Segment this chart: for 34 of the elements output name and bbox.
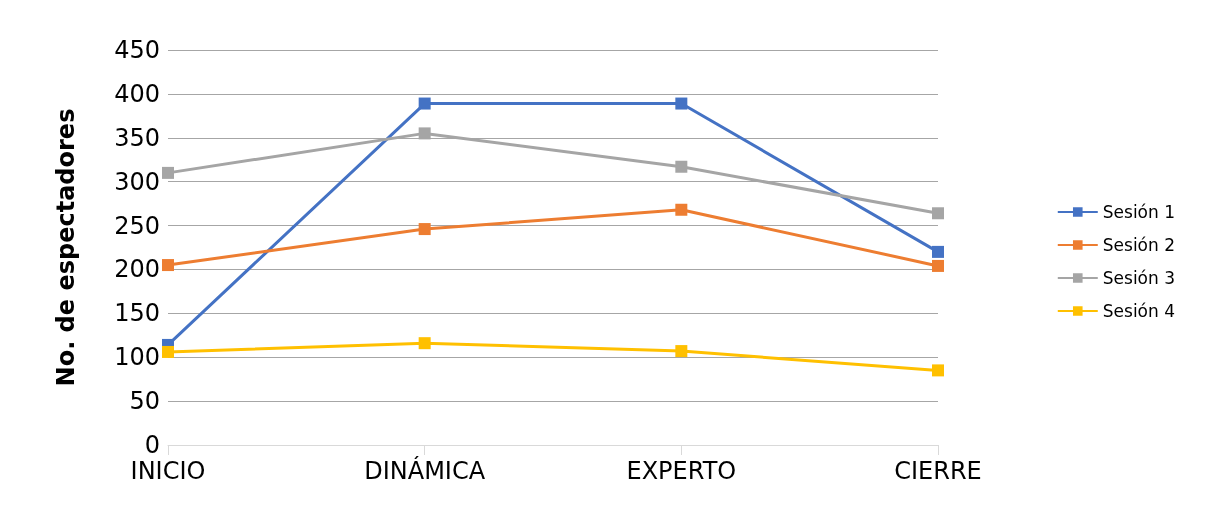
point — [162, 166, 174, 179]
point — [162, 259, 174, 272]
x-tick-label: INICIO — [130, 457, 206, 485]
legend-label: Sesión 4 — [1102, 301, 1176, 321]
point — [418, 97, 431, 110]
point — [932, 259, 944, 272]
point — [932, 245, 944, 258]
point — [675, 97, 688, 110]
point — [932, 207, 944, 220]
y-tick-label: 50 — [129, 387, 160, 416]
legend-label: Sesión 1 — [1102, 202, 1176, 222]
point — [675, 203, 688, 216]
point — [162, 345, 174, 358]
y-tick-label: 100 — [114, 343, 160, 372]
y-tick-label: 0 — [144, 431, 160, 459]
y-tick-label: 400 — [114, 79, 160, 108]
x-tick-label: EXPERTO — [626, 457, 737, 485]
point — [418, 127, 431, 140]
x-tick-label: DINÁMICA — [364, 456, 486, 485]
legend-label: Sesión 2 — [1102, 235, 1176, 255]
y-tick-label: 300 — [114, 167, 160, 196]
point — [675, 345, 688, 358]
y-tick-label: 350 — [114, 123, 160, 152]
y-tick-label: 200 — [114, 255, 160, 284]
point — [418, 337, 431, 350]
point — [932, 364, 944, 377]
legend-label: Sesión 3 — [1102, 268, 1176, 288]
y-tick-label: 150 — [114, 299, 160, 328]
x-tick-label: CIERRE — [894, 457, 982, 485]
y-tick-label: 450 — [114, 36, 160, 64]
y-tick-label: 250 — [114, 211, 160, 240]
point — [675, 160, 688, 173]
point — [418, 223, 431, 236]
y-axis-title: No. de espectadores — [52, 108, 80, 387]
